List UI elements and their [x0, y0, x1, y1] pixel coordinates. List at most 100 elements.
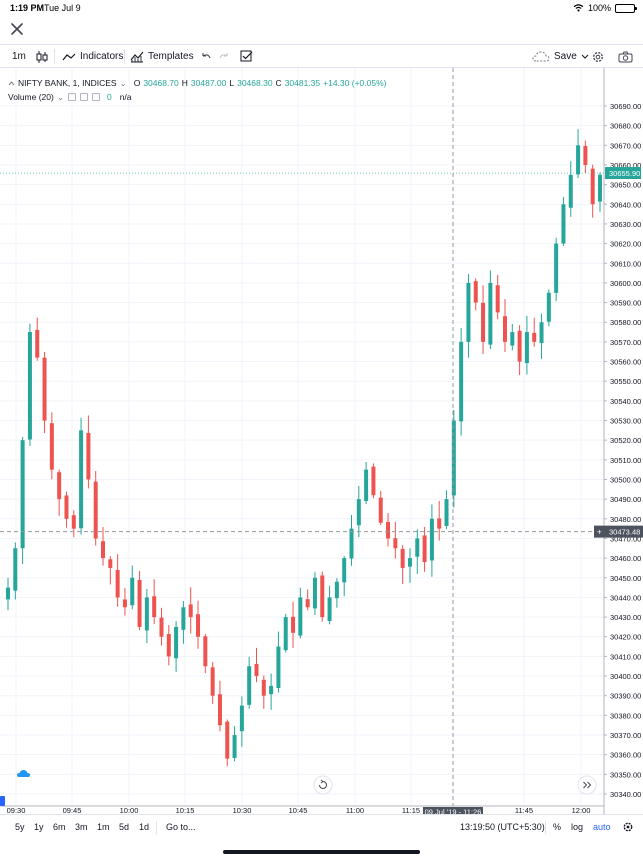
legend-ohlc-row: NIFTY BANK, 1, INDICES ⌄ O 30468.70 H 3048…: [8, 76, 386, 90]
price-axis-label: 30500.00: [610, 475, 641, 484]
volume-na: n/a: [119, 92, 132, 102]
candle-body: [495, 285, 500, 313]
crosshair-time-tag: [423, 807, 483, 814]
volume-visibility-icon[interactable]: [67, 93, 76, 101]
reset-icon: [319, 779, 327, 789]
status-date: Tue Jul 9: [44, 3, 81, 13]
checklist-icon: [240, 50, 253, 62]
log-scale-button[interactable]: log: [571, 822, 584, 832]
scale-settings-icon[interactable]: [622, 821, 634, 833]
chevron-down-icon: [581, 54, 589, 59]
candle-body: [378, 497, 383, 523]
candle-body: [27, 332, 32, 440]
range-5y[interactable]: 5y: [15, 822, 25, 832]
candle-body: [517, 330, 522, 362]
range-1d[interactable]: 1d: [139, 822, 150, 832]
redo-button[interactable]: [218, 45, 230, 68]
interval-button[interactable]: 1m: [12, 45, 26, 68]
price-axis-label: 30350.00: [610, 770, 641, 779]
price-axis-label: 30340.00: [610, 790, 641, 799]
candle-body: [101, 541, 106, 559]
settings-button[interactable]: [591, 45, 605, 68]
indicators-label: Indicators: [80, 51, 124, 62]
percent-scale-button[interactable]: %: [553, 822, 562, 832]
save-button[interactable]: Save: [532, 45, 589, 68]
candle-body: [451, 420, 456, 496]
candle-body: [49, 423, 54, 470]
range-5d[interactable]: 5d: [119, 822, 130, 832]
candle-body: [239, 705, 244, 732]
candle-body: [429, 518, 434, 561]
range-1y[interactable]: 1y: [34, 822, 44, 832]
range-1m[interactable]: 1m: [97, 822, 110, 832]
candle-body: [152, 596, 157, 618]
time-axis-label: 12:00: [572, 806, 591, 814]
checklist-button[interactable]: [240, 45, 253, 68]
candle-body: [159, 617, 164, 637]
price-axis-label: 30530.00: [610, 417, 641, 426]
legend-symbol[interactable]: NIFTY BANK, 1, INDICES: [18, 78, 117, 88]
time-axis-label: 11:45: [515, 806, 533, 814]
candle-body: [502, 316, 507, 342]
home-indicator: [223, 850, 420, 854]
scroll-right-icon: [583, 781, 592, 789]
time-axis-label: 09:30: [7, 806, 26, 814]
crosshair-time-label: 09 Jul '19 - 11:26: [425, 808, 482, 815]
candle-body: [188, 604, 193, 618]
price-axis-label: 30630.00: [610, 220, 641, 229]
chart-legend: NIFTY BANK, 1, INDICES ⌄ O 30468.70 H 3048…: [8, 76, 386, 104]
candle-body: [546, 292, 551, 322]
chart-toolbar: 1m Indicators Templates: [0, 44, 643, 68]
candle-body: [261, 679, 266, 696]
price-axis-label: 30420.00: [610, 633, 641, 642]
candle-body: [481, 302, 486, 342]
templates-button[interactable]: Templates: [130, 45, 194, 68]
volume-settings-icon[interactable]: [79, 93, 88, 101]
price-axis-label: 30470.00: [610, 534, 641, 543]
last-price-tag: [605, 167, 641, 180]
indicators-icon: [62, 53, 76, 60]
candle-body: [400, 548, 405, 568]
chart-type-button[interactable]: [36, 45, 48, 68]
time-axis-label: 10:30: [233, 806, 252, 814]
candle-body: [93, 481, 98, 539]
auto-scale-button[interactable]: auto: [593, 822, 611, 832]
candle-body: [108, 559, 113, 568]
crosshair-price-label: 30473.48: [609, 528, 640, 537]
candle-body: [590, 168, 595, 205]
undo-button[interactable]: [200, 45, 212, 68]
timezone-clock[interactable]: 13:19:50 (UTC+5:30): [460, 822, 545, 832]
add-alert-icon[interactable]: +: [597, 528, 602, 537]
close-icon[interactable]: [8, 20, 26, 38]
range-6m[interactable]: 6m: [53, 822, 66, 832]
price-axis-label: 30660.00: [610, 161, 641, 170]
candle-body: [144, 597, 149, 631]
candle-body: [298, 597, 303, 636]
volume-remove-icon[interactable]: [91, 93, 100, 101]
legend-l-value: 30468.30: [237, 78, 273, 88]
candle-body: [437, 518, 442, 529]
time-axis-label: 09:45: [63, 806, 82, 814]
chart-pane[interactable]: 30690.00 30680.00 30670.00 30660.00 30650.00…: [0, 68, 643, 814]
legend-h-label: H: [181, 78, 188, 88]
candle-body: [13, 548, 18, 591]
candle-body: [371, 466, 376, 496]
price-axis-label: 30440.00: [610, 593, 641, 602]
price-axis-label: 30550.00: [610, 377, 641, 386]
candle-body: [407, 558, 412, 567]
candle-body: [64, 495, 69, 519]
price-chart[interactable]: 30690.00 30680.00 30670.00 30660.00 30650.00…: [0, 68, 643, 814]
collapse-icon[interactable]: [8, 80, 15, 87]
goto-button[interactable]: Go to...: [166, 822, 196, 832]
legend-volume-label[interactable]: Volume (20): [8, 92, 54, 102]
candle-body: [459, 341, 464, 422]
candle-body: [20, 440, 25, 549]
status-time: 1:19 PM: [10, 3, 45, 13]
indicators-button[interactable]: Indicators: [62, 45, 123, 68]
range-3m[interactable]: 3m: [75, 822, 88, 832]
candle-body: [466, 282, 471, 342]
candle-body: [422, 535, 427, 563]
battery-icon: [615, 3, 637, 13]
reset-chart-button[interactable]: [313, 775, 333, 795]
snapshot-button[interactable]: [618, 45, 633, 68]
